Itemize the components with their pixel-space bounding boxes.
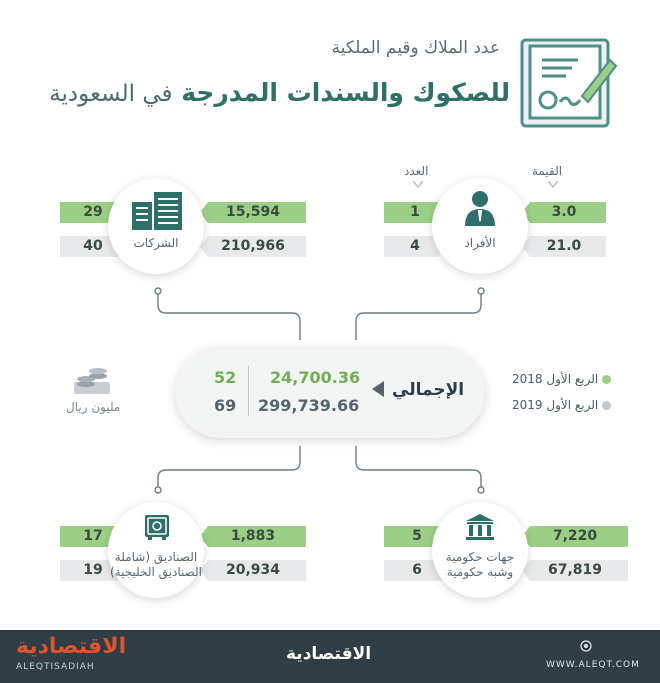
government-value-2019: 67,819 [522,560,628,581]
total-value-2019: 299,739.66 [258,396,360,415]
header-count: العدد [404,164,429,178]
caret-left-icon [372,381,384,397]
coins-money-icon [74,368,110,394]
total-count-2019: 69 [214,396,237,415]
footer-logo-left: الاقتصادية [16,634,127,659]
chevron-down-icon [413,181,423,189]
total-count-2018: 52 [214,368,237,387]
government-building-icon [466,514,494,540]
government-label-line2: وشبه حكومية [446,565,514,579]
footer-website[interactable]: WWW.ALEQT.COM [546,660,640,670]
total-divider [248,366,249,416]
safe-icon [145,515,169,540]
footer-logo-center: الاقتصادية [286,644,372,664]
total-label: الإجمالي [392,380,465,400]
funds-label-line2: الصناديق الخليجية) [110,565,202,579]
individuals-label: الأفراد [464,236,496,250]
individuals-value-2018: 3.0 [522,202,606,223]
government-value-2018: 7,220 [522,526,628,547]
title-line-2: للصكوك والسندات المدرجة في السعودية [49,78,510,107]
title-light: في السعودية [49,81,173,107]
government-label-line1: جهات حكومية [445,550,515,564]
at-icon [580,640,592,652]
person-icon [465,191,495,226]
legend-dot-2019 [602,401,612,410]
companies-value-2018: 15,594 [200,202,306,223]
legend-2019-label: الربع الأول 2019 [512,398,599,412]
total-panel [175,346,485,438]
legend-2019: الربع الأول 2019 [512,398,612,412]
title-bold: للصكوك والسندات المدرجة [181,78,510,107]
legend-2018: الربع الأول 2018 [512,372,612,386]
funds-value-2018: 1,883 [200,526,306,547]
buildings-icon [132,192,182,230]
funds-label: الصناديق (شاملة الصناديق الخليجية) [108,550,204,580]
footer-bar [0,630,660,683]
government-label: جهات حكومية وشبه حكومية [432,550,528,580]
connector-lines [154,287,485,494]
funds-value-2019: 20,934 [200,560,306,581]
total-value-2018: 24,700.36 [270,368,361,387]
companies-value-2019: 210,966 [200,236,306,257]
legend-2018-label: الربع الأول 2018 [512,372,599,386]
individuals-count-2019: 4 [384,236,446,257]
chevron-down-icon [548,181,558,189]
unit-label: مليون ريال [66,400,121,414]
title-line-1: عدد الملاك وقيم الملكية [331,38,500,58]
individuals-count-2018: 1 [384,202,446,223]
companies-label: الشركات [133,236,179,250]
header-value: القيمة [532,164,563,178]
legend-dot-2018 [602,375,612,384]
individuals-value-2019: 21.0 [522,236,606,257]
footer-brand-latin: ALEQTISADIAH [16,662,95,672]
contract-document-icon [520,38,618,128]
funds-label-line1: الصناديق (شاملة [114,550,198,564]
